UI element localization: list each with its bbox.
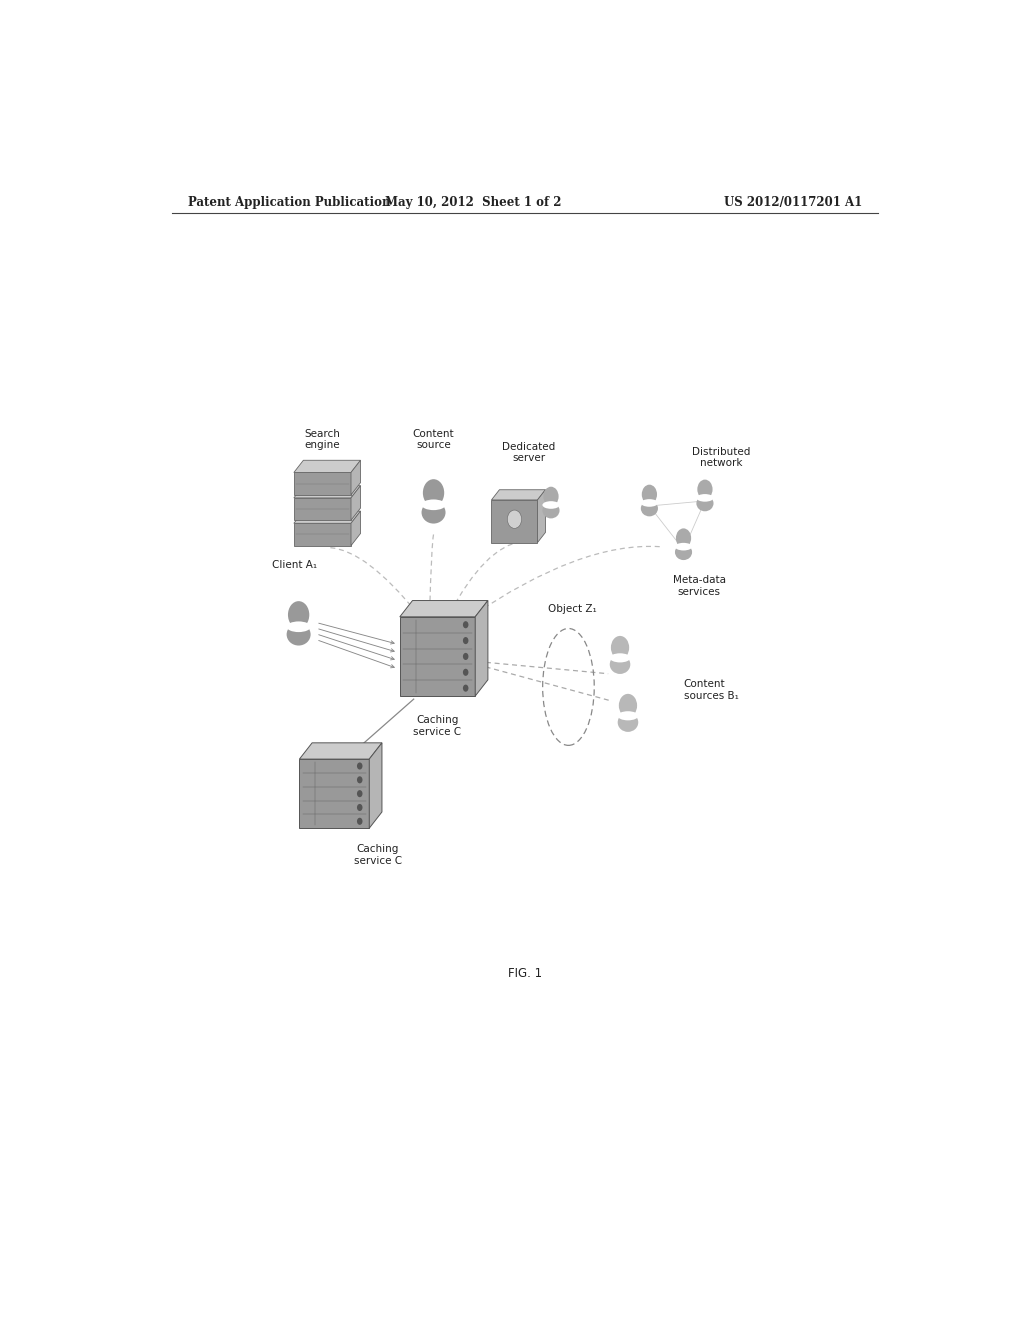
Polygon shape: [294, 511, 360, 523]
Circle shape: [507, 510, 521, 528]
Circle shape: [357, 791, 362, 797]
Polygon shape: [351, 461, 360, 495]
Circle shape: [357, 763, 362, 770]
Text: Search
engine: Search engine: [304, 429, 340, 450]
Polygon shape: [538, 490, 546, 543]
Text: Object Z₁: Object Z₁: [548, 603, 597, 614]
Text: May 10, 2012  Sheet 1 of 2: May 10, 2012 Sheet 1 of 2: [385, 195, 561, 209]
Ellipse shape: [422, 502, 445, 524]
Bar: [399, 616, 475, 696]
Text: Content
source: Content source: [413, 429, 455, 450]
Circle shape: [288, 601, 309, 628]
Polygon shape: [294, 461, 360, 473]
Polygon shape: [299, 743, 382, 759]
Circle shape: [463, 638, 468, 644]
Text: FIG. 1: FIG. 1: [508, 968, 542, 979]
Circle shape: [423, 479, 444, 507]
Bar: [294, 523, 351, 545]
Text: Patent Application Publication: Patent Application Publication: [187, 195, 390, 209]
Text: Distributed
network: Distributed network: [691, 446, 750, 469]
Ellipse shape: [609, 653, 631, 663]
Ellipse shape: [287, 622, 310, 632]
Circle shape: [463, 653, 468, 660]
Polygon shape: [475, 601, 487, 696]
Bar: [294, 473, 351, 495]
Circle shape: [676, 528, 691, 548]
Bar: [299, 759, 370, 828]
Polygon shape: [492, 490, 546, 500]
Text: Content
sources B₁: Content sources B₁: [684, 680, 738, 701]
Circle shape: [618, 694, 637, 717]
Polygon shape: [370, 743, 382, 828]
Circle shape: [697, 479, 713, 499]
Circle shape: [357, 817, 362, 825]
Circle shape: [357, 776, 362, 783]
Ellipse shape: [543, 503, 559, 519]
Bar: [294, 498, 351, 520]
Ellipse shape: [641, 499, 658, 507]
Bar: [492, 500, 538, 543]
Circle shape: [544, 487, 559, 506]
Ellipse shape: [641, 500, 658, 516]
Text: Caching
service C: Caching service C: [414, 715, 462, 737]
Text: Dedicated
server: Dedicated server: [502, 442, 555, 463]
Ellipse shape: [696, 495, 714, 511]
Circle shape: [463, 669, 468, 676]
Ellipse shape: [609, 655, 631, 675]
Circle shape: [463, 622, 468, 628]
Polygon shape: [399, 601, 487, 616]
Circle shape: [463, 685, 468, 692]
Ellipse shape: [696, 494, 714, 502]
Text: US 2012/0117201 A1: US 2012/0117201 A1: [724, 195, 862, 209]
Ellipse shape: [422, 499, 445, 510]
Ellipse shape: [543, 502, 559, 508]
Text: Meta-data
services: Meta-data services: [673, 576, 726, 597]
Ellipse shape: [675, 543, 692, 550]
Text: Client A₁: Client A₁: [272, 560, 317, 570]
Polygon shape: [351, 486, 360, 520]
Text: Caching
service C: Caching service C: [354, 845, 402, 866]
Circle shape: [642, 484, 657, 504]
Ellipse shape: [617, 711, 638, 721]
Ellipse shape: [287, 623, 310, 645]
Ellipse shape: [617, 713, 638, 731]
Ellipse shape: [675, 544, 692, 560]
Circle shape: [357, 804, 362, 810]
Circle shape: [611, 636, 629, 659]
Polygon shape: [351, 511, 360, 545]
Polygon shape: [294, 486, 360, 498]
